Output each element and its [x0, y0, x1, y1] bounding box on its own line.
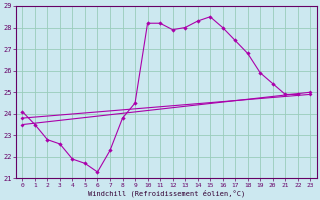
X-axis label: Windchill (Refroidissement éolien,°C): Windchill (Refroidissement éolien,°C)	[88, 189, 245, 197]
